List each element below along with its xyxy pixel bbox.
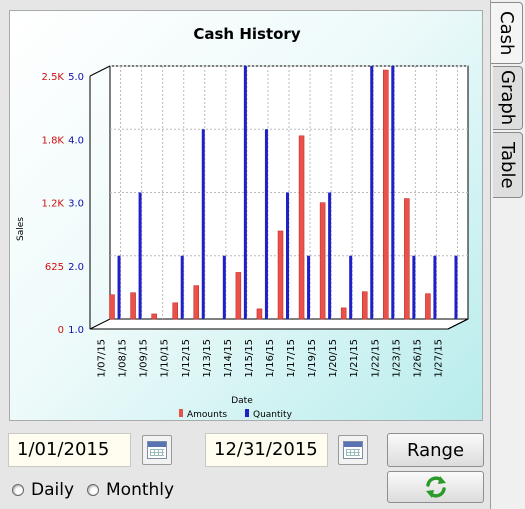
chart-floor <box>89 318 469 330</box>
start-date-field[interactable]: 1/01/2015 <box>8 433 131 467</box>
tab-graph-label: Graph <box>497 70 518 126</box>
quantity-bar <box>370 66 374 319</box>
x-tick-label: 1/20/15 <box>328 339 339 378</box>
chart-top-left-edge <box>89 65 111 77</box>
calendar-icon <box>343 441 363 459</box>
amounts-bar <box>361 291 368 320</box>
end-date-calendar-button[interactable] <box>338 435 368 465</box>
amounts-bar <box>256 308 263 320</box>
y-left-tick-label: 1.8K <box>42 135 65 146</box>
x-tick-label: 1/27/15 <box>433 339 444 378</box>
legend-quantity-label: Quantity <box>253 410 293 420</box>
quantity-bar <box>349 255 353 319</box>
tab-table-label: Table <box>497 141 518 189</box>
legend-quantity-swatch <box>245 409 249 417</box>
chart-area: Cash History 0 1.0 625 2.0 1.2K 3.0 1.8K 4.0 2.5K… <box>9 10 483 421</box>
amounts-bar <box>151 313 157 320</box>
x-tick-label: 1/12/15 <box>181 339 192 378</box>
tab-cash[interactable]: Cash <box>491 2 523 64</box>
y-right-tick-label: 5.0 <box>68 72 84 83</box>
legend-amounts-label: Amounts <box>187 410 227 420</box>
x-tick-label: 1/09/15 <box>139 339 150 378</box>
amounts-bar <box>277 230 284 320</box>
refresh-icon <box>425 476 446 498</box>
y-left-tick-label: 0 <box>58 325 64 336</box>
quantity-bar <box>180 255 184 319</box>
x-tick-label: 1/16/15 <box>265 339 276 378</box>
quantity-bar <box>307 255 311 319</box>
y-right-tick-label: 1.0 <box>68 325 84 336</box>
quantity-bar <box>433 255 437 319</box>
monthly-radio-label: Monthly <box>106 480 175 500</box>
daily-radio[interactable]: Daily <box>12 480 74 500</box>
cash-history-chart: Cash History 0 1.0 625 2.0 1.2K 3.0 1.8K 4.0 2.5K… <box>16 25 469 420</box>
y-left-tick-label: 2.5K <box>42 72 65 83</box>
tab-graph[interactable]: Graph <box>493 66 523 130</box>
quantity-bar <box>201 129 205 319</box>
daily-radio-label: Daily <box>31 480 75 500</box>
amounts-bar <box>109 294 115 320</box>
amounts-bar <box>298 135 305 320</box>
x-tick-label: 1/14/15 <box>223 339 234 378</box>
start-date-calendar-button[interactable] <box>142 435 172 465</box>
x-tick-label: 1/17/15 <box>286 339 297 378</box>
legend-amounts-swatch <box>179 409 183 417</box>
amounts-bar <box>319 202 326 320</box>
amounts-bar <box>404 198 410 320</box>
quantity-bar <box>222 255 226 319</box>
quantity-bar <box>286 192 289 319</box>
x-tick-label: 1/15/15 <box>244 339 255 378</box>
tab-cash-label: Cash <box>496 10 517 56</box>
quantity-bar <box>412 255 416 319</box>
cash-history-panel: Cash History 0 1.0 625 2.0 1.2K 3.0 1.8K 4.0 2.5K… <box>8 0 491 509</box>
x-tick-label: 1/08/15 <box>118 339 129 378</box>
view-tabs: Cash Graph Table <box>491 0 525 509</box>
chart-right-floor-edge <box>447 318 469 330</box>
amounts-bar <box>130 292 136 320</box>
x-tick-label: 1/10/15 <box>160 339 171 378</box>
quantity-bar <box>243 66 247 319</box>
calendar-icon <box>147 441 167 459</box>
end-date-field[interactable]: 12/31/2015 <box>205 433 328 467</box>
x-tick-label: 1/23/15 <box>391 339 402 378</box>
daily-radio-circle[interactable] <box>12 484 24 496</box>
y-left-tick-label: 625 <box>45 262 64 273</box>
quantity-bar <box>264 129 268 319</box>
y-right-tick-label: 4.0 <box>68 135 84 146</box>
amounts-bar <box>172 302 178 320</box>
x-axis-label: Date <box>231 396 253 406</box>
x-tick-label: 1/07/15 <box>97 339 108 378</box>
range-button[interactable]: Range <box>387 433 484 467</box>
chart-title: Cash History <box>193 25 300 43</box>
quantity-bar <box>454 255 458 319</box>
y-right-tick-label: 2.0 <box>68 262 84 273</box>
quantity-bar <box>138 192 142 319</box>
amounts-bar <box>235 272 242 320</box>
amounts-bar <box>425 293 431 320</box>
x-tick-label: 1/19/15 <box>307 339 318 378</box>
x-tick-label: 1/21/15 <box>349 339 360 378</box>
amounts-bar <box>383 69 389 320</box>
y-left-tick-label: 1.2K <box>42 199 65 210</box>
amounts-bar <box>193 285 200 320</box>
x-tick-label: 1/26/15 <box>412 339 423 378</box>
tab-table[interactable]: Table <box>493 132 523 198</box>
x-tick-label: 1/22/15 <box>370 339 381 378</box>
y-axis-label: Sales <box>16 217 26 241</box>
y-right-tick-label: 3.0 <box>68 199 84 210</box>
monthly-radio-circle[interactable] <box>87 484 99 496</box>
monthly-radio[interactable]: Monthly <box>87 480 174 500</box>
quantity-bar <box>328 192 332 319</box>
quantity-bar <box>391 66 395 319</box>
x-tick-label: 1/13/15 <box>202 339 213 378</box>
refresh-button[interactable] <box>387 471 484 503</box>
quantity-bar <box>117 255 121 319</box>
amounts-bar <box>340 307 347 320</box>
